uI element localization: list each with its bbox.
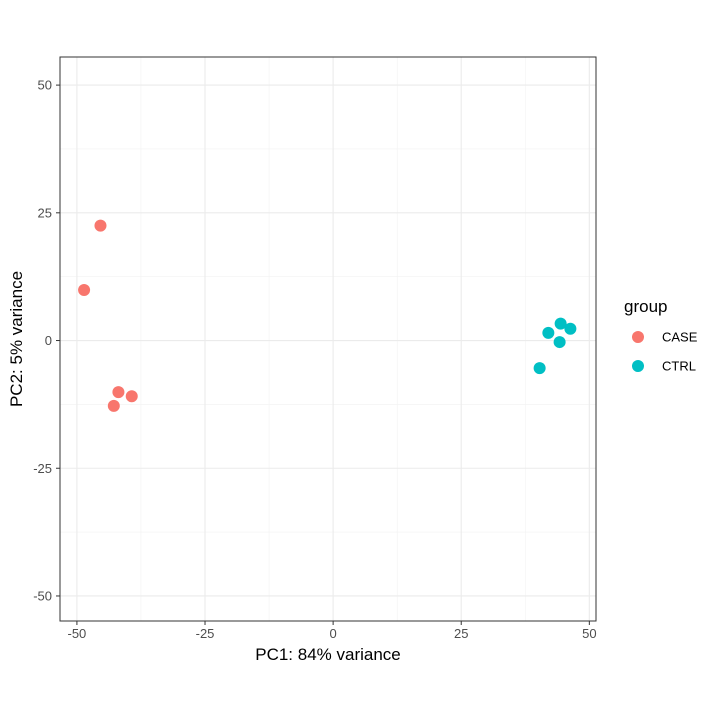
plot-panel	[59, 56, 597, 622]
panel-border	[59, 56, 597, 622]
x-tick-label: -50	[68, 626, 87, 641]
y-tick-label: 25	[38, 205, 52, 220]
legend-items: CASE CTRL	[632, 330, 698, 374]
point-case	[112, 386, 125, 399]
legend-key-ctrl	[632, 360, 644, 372]
y-tick-label: 0	[45, 333, 52, 348]
point-case	[94, 219, 107, 232]
grid-minor	[60, 57, 596, 621]
x-axis-title: PC1: 84% variance	[255, 645, 401, 664]
legend: group CASE CTRL	[624, 297, 698, 374]
x-tick-label: 50	[582, 626, 596, 641]
point-case	[125, 390, 138, 403]
x-tick-label: -25	[196, 626, 215, 641]
point-ctrl	[542, 326, 555, 339]
x-axis: -50 -25 0 25 50	[68, 621, 597, 641]
legend-title: group	[624, 297, 667, 316]
y-tick-label: -50	[33, 588, 52, 603]
data-points	[78, 219, 577, 412]
legend-label-case: CASE	[662, 330, 698, 345]
point-case	[78, 283, 91, 296]
legend-label-ctrl: CTRL	[662, 359, 696, 374]
y-tick-label: 50	[38, 78, 52, 93]
point-ctrl	[554, 317, 567, 330]
point-case	[107, 399, 120, 412]
x-tick-label: 25	[454, 626, 468, 641]
point-ctrl	[553, 336, 566, 349]
x-tick-label: 0	[330, 626, 337, 641]
point-ctrl	[564, 322, 577, 335]
grid-major	[60, 57, 596, 621]
panel-background	[60, 57, 596, 621]
y-tick-label: -25	[33, 461, 52, 476]
y-axis: -50 -25 0 25 50	[33, 78, 60, 603]
point-ctrl	[533, 362, 546, 375]
y-axis-title: PC2: 5% variance	[7, 271, 26, 407]
legend-key-case	[632, 331, 644, 343]
